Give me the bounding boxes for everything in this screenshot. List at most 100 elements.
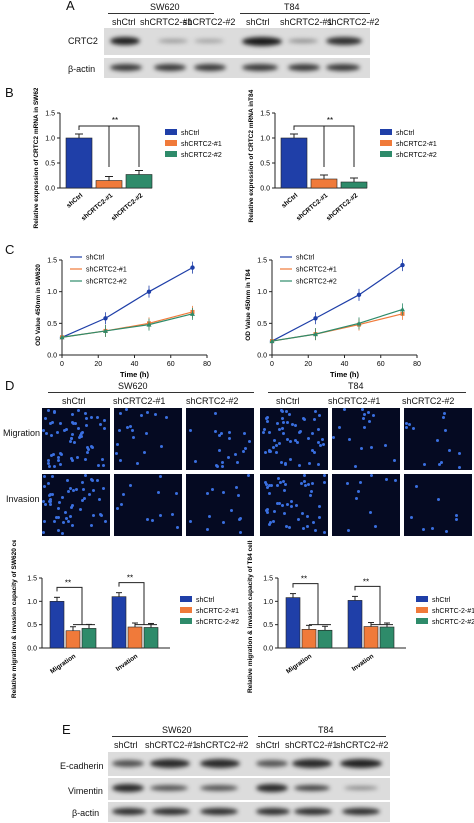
cell-dot [101,487,105,491]
cell-dot [268,521,272,525]
cell-dot [283,488,287,492]
cell-dot [76,456,80,460]
cell-dot [159,474,163,478]
cell-dot [362,425,366,429]
cell-dot [361,408,365,412]
cell-dot [279,460,283,464]
panel-b-label: B [5,85,14,100]
cell-dot [71,524,75,528]
panel-e-lane-6: shCRTC2-#2 [336,740,389,750]
panel-a-group-t84: T84 [284,2,300,12]
cell-dot [285,524,289,528]
panel-b-right-legend-swatch [380,140,392,146]
cell-dot [288,458,292,462]
cell-dot [278,481,282,485]
panel-e-sw620-bracket [112,736,248,737]
cell-dot [284,409,288,413]
cell-dot [311,520,315,524]
panel-d-right-x-tick-label: Migration [285,653,313,676]
panel-a-sw620-bracket [108,13,214,14]
panel-c-right-y-tick-label: 0.0 [257,353,267,360]
micrograph-tile [404,474,472,536]
cell-dot [79,433,83,437]
cell-dot [369,474,373,478]
panel-a-blot-crtc2 [104,28,370,55]
panel-d-left-sig-mark: ** [65,578,71,587]
panel-d-left-bar [111,596,127,649]
cell-dot [262,430,266,434]
cell-dot [310,449,314,453]
panel-b-right-y-tick-label: 1.0 [260,136,270,143]
cell-dot [313,529,317,533]
panel-b-left-y-tick-label: 0.5 [45,161,55,168]
panel-b-right-legend-swatch [380,151,392,157]
cell-dot [411,426,415,430]
cell-dot [68,439,72,443]
panel-d-right-legend-label: shCtrl [432,597,451,604]
cell-dot [263,428,267,432]
cell-dot [280,417,284,421]
panel-a-lane-5: shCRTC2-#1 [280,17,333,27]
cell-dot [359,446,363,450]
panel-e-lane-2: shCRTC2-#1 [145,740,198,750]
cell-dot [322,474,326,478]
cell-dot [284,482,288,486]
cell-dot [407,422,411,426]
cell-dot [103,520,107,524]
panel-b-left-x-tick-label: shCtrl [65,192,84,210]
panel-d-row-migration: Migration [3,428,41,438]
cell-dot [52,410,56,414]
panel-d-left-y-label: Relative migration & invasion capacity o… [11,540,18,698]
panel-c-left-x-tick-label: 20 [94,361,102,368]
cell-dot [61,521,65,525]
panel-c-label: C [5,242,15,257]
panel-e-row-vimentin: Vimentin [68,786,103,796]
cell-dot [239,531,243,535]
cell-dot [97,498,101,502]
cell-dot [371,413,375,417]
panel-c-left-x-tick-label: 80 [203,361,211,368]
cell-dot [59,452,63,456]
cell-dot [153,413,157,416]
cell-dot [115,442,119,446]
cell-dot [345,482,349,486]
cell-dot [384,477,388,481]
cell-dot [264,481,268,485]
panel-c-left-point [146,322,152,327]
panel-c-right-y-tick-label: 1.5 [257,258,267,265]
panel-a-lane-1: shCtrl [112,17,136,27]
cell-dot [308,461,312,465]
cell-dot [99,423,103,427]
panel-b-left-x-tick-label: shCRTC2-#1 [80,192,114,222]
panel-c-right-series-line [271,308,403,342]
cell-dot [64,428,68,432]
cell-dot [81,499,85,503]
cell-dot [145,411,149,415]
cell-dot [323,480,327,484]
cell-dot [421,527,425,531]
panel-c-right-legend-label: shCRTC2-#1 [296,267,337,274]
panel-c-right-y-tick-label: 0.5 [257,321,267,328]
cell-dot [282,421,286,425]
cell-dot [436,497,440,501]
cell-dot [268,449,272,453]
cell-dot [77,436,81,440]
panel-d-left-bar [127,626,143,649]
cell-dot [78,508,82,512]
cell-dot [458,451,462,455]
panel-c-left-point [146,289,152,294]
panel-c-right-legend-label: shCtrl [296,255,315,262]
cell-dot [288,412,292,416]
cell-dot [346,528,350,532]
cell-dot [64,516,68,520]
panel-c-left-y-tick-label: 1.5 [47,258,57,265]
cell-dot [57,459,61,463]
panel-b-right-legend-label: shCRTC2-#2 [396,152,437,159]
cell-dot [122,492,126,496]
panel-d-col-5: shCRTC2-#1 [328,396,381,406]
cell-dot [175,525,179,529]
cell-dot [318,515,321,519]
panel-a-lane-4: shCtrl [246,17,270,27]
cell-dot [84,458,88,462]
cell-dot [318,504,322,508]
